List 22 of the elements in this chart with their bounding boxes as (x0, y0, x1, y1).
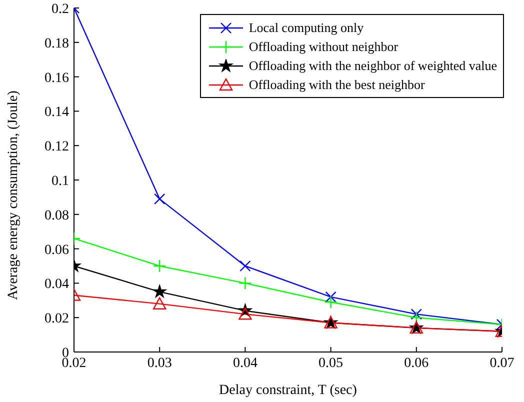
y-tick-label: 0.2 (52, 2, 69, 17)
y-axis-title: Average energy consumption, (Joule) (6, 90, 21, 300)
legend-label: Offloading without neighbor (248, 38, 398, 54)
y-tick-label: 0.14 (44, 105, 69, 120)
legend-label: Local computing only (248, 20, 364, 36)
y-tick-label: 0.02 (44, 312, 69, 327)
x-axis-title: Delay constraint, T (sec) (219, 383, 358, 398)
point (238, 308, 252, 320)
y-tick-label: 0.18 (44, 36, 69, 52)
y-tick-label: 0.1 (52, 174, 69, 189)
legend-label: Offloading with the neighbor of weighted value (248, 58, 497, 74)
y-tick-label: 0.16 (44, 70, 69, 86)
y-tick-label: 0.04 (44, 277, 69, 292)
y-tick-label: 0.08 (44, 208, 69, 224)
x-tick-label: 0.06 (404, 356, 429, 371)
x-tick-label: 0.05 (318, 356, 344, 371)
x-tick-label: 0.04 (232, 356, 258, 371)
y-tick-label: 0.12 (44, 140, 69, 155)
x-tick-label: 0.07 (490, 356, 514, 371)
x-tick-label: 0.03 (147, 356, 172, 371)
legend-label: Offloading with the best neighbor (248, 76, 425, 92)
y-tick-label: 0.06 (44, 242, 69, 258)
